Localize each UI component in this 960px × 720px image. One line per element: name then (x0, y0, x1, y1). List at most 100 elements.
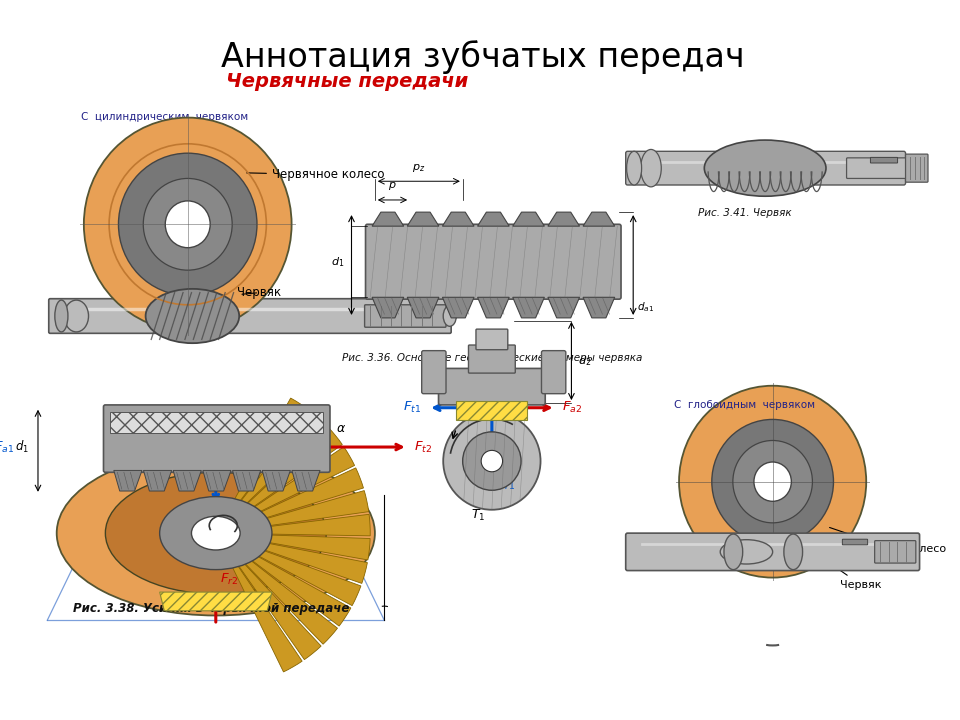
Polygon shape (407, 212, 439, 226)
Polygon shape (159, 592, 272, 611)
Polygon shape (372, 212, 404, 226)
Text: $F_{r2}$: $F_{r2}$ (221, 572, 239, 588)
Polygon shape (548, 212, 580, 226)
FancyBboxPatch shape (626, 151, 905, 185)
Text: С  цилиндрическим  червяком: С цилиндрическим червяком (81, 112, 248, 122)
Wedge shape (216, 533, 350, 626)
Text: Рис. 3.38. Усилия в червячной передаче: Рис. 3.38. Усилия в червячной передаче (73, 603, 349, 616)
Polygon shape (583, 297, 614, 318)
Ellipse shape (784, 534, 803, 570)
Text: $d_1$: $d_1$ (330, 255, 344, 269)
Wedge shape (216, 490, 369, 533)
Wedge shape (216, 447, 354, 533)
Text: $F_{a2}$: $F_{a2}$ (562, 400, 583, 415)
Ellipse shape (191, 516, 240, 550)
FancyBboxPatch shape (49, 299, 451, 333)
FancyBboxPatch shape (875, 541, 916, 563)
FancyBboxPatch shape (476, 329, 508, 350)
Wedge shape (216, 428, 343, 533)
Text: $p$: $p$ (388, 181, 396, 192)
Polygon shape (477, 212, 509, 226)
FancyBboxPatch shape (439, 369, 545, 405)
FancyBboxPatch shape (842, 539, 868, 545)
Text: $F_{t1}$: $F_{t1}$ (403, 400, 421, 415)
Polygon shape (513, 212, 544, 226)
Polygon shape (372, 297, 404, 318)
Ellipse shape (64, 300, 88, 332)
Wedge shape (216, 533, 368, 583)
FancyBboxPatch shape (456, 401, 527, 420)
Ellipse shape (627, 151, 641, 185)
FancyBboxPatch shape (905, 154, 928, 182)
Ellipse shape (55, 300, 68, 332)
Text: $F_{a1}$: $F_{a1}$ (0, 439, 14, 454)
Ellipse shape (146, 289, 239, 343)
Ellipse shape (143, 179, 232, 270)
Text: $F_{t2}$: $F_{t2}$ (414, 439, 432, 454)
Wedge shape (216, 533, 361, 606)
Ellipse shape (463, 432, 521, 490)
Ellipse shape (118, 153, 257, 295)
FancyBboxPatch shape (365, 305, 446, 328)
Ellipse shape (754, 462, 791, 501)
Ellipse shape (720, 540, 773, 564)
Text: Червячные передачи: Червячные передачи (226, 71, 468, 91)
Polygon shape (203, 470, 231, 491)
Wedge shape (216, 411, 326, 533)
Polygon shape (477, 297, 509, 318)
Polygon shape (583, 212, 614, 226)
FancyBboxPatch shape (110, 413, 324, 433)
FancyBboxPatch shape (541, 351, 565, 394)
Polygon shape (443, 212, 474, 226)
Text: $F_{r1}$: $F_{r1}$ (221, 503, 239, 518)
FancyBboxPatch shape (626, 533, 920, 570)
Text: Червяк: Червяк (829, 563, 881, 590)
Wedge shape (216, 533, 321, 660)
Text: Аннотация зубчатых передач: Аннотация зубчатых передач (221, 40, 744, 73)
Polygon shape (407, 297, 439, 318)
Ellipse shape (444, 306, 456, 326)
Polygon shape (262, 470, 290, 491)
Text: $T_1$: $T_1$ (470, 508, 485, 523)
Polygon shape (173, 470, 202, 491)
Text: Червяк: Червяк (237, 286, 281, 299)
Text: Червячное колесо: Червячное колесо (247, 168, 384, 181)
Text: $p_z$: $p_z$ (412, 162, 425, 174)
Wedge shape (216, 533, 302, 672)
Ellipse shape (84, 117, 292, 331)
Wedge shape (216, 398, 309, 533)
Ellipse shape (444, 413, 540, 510)
Polygon shape (292, 470, 320, 491)
Text: $d_2$: $d_2$ (578, 354, 591, 368)
Text: $d_{a1}$: $d_{a1}$ (636, 300, 654, 313)
Polygon shape (114, 470, 142, 491)
Polygon shape (548, 297, 580, 318)
Ellipse shape (159, 497, 272, 570)
Ellipse shape (165, 201, 210, 248)
Ellipse shape (640, 150, 661, 187)
Ellipse shape (705, 140, 826, 197)
Wedge shape (216, 533, 338, 644)
Ellipse shape (711, 420, 833, 544)
FancyBboxPatch shape (104, 405, 330, 472)
Polygon shape (143, 470, 172, 491)
FancyBboxPatch shape (366, 225, 621, 300)
Text: Рис. 3.41. Червяк: Рис. 3.41. Червяк (698, 208, 791, 218)
Text: $F_{r2}$: $F_{r2}$ (496, 347, 515, 362)
Ellipse shape (57, 451, 375, 616)
Text: $d_1$: $d_1$ (14, 439, 29, 455)
Text: $F_{r1}$: $F_{r1}$ (496, 477, 515, 492)
Polygon shape (443, 297, 474, 318)
FancyBboxPatch shape (847, 158, 924, 179)
Wedge shape (216, 533, 371, 560)
FancyBboxPatch shape (468, 345, 516, 373)
Ellipse shape (106, 472, 326, 594)
Ellipse shape (481, 451, 503, 472)
Ellipse shape (679, 386, 866, 577)
Ellipse shape (724, 534, 743, 570)
Polygon shape (232, 470, 261, 491)
Text: $\alpha$: $\alpha$ (336, 422, 346, 435)
Wedge shape (216, 468, 364, 533)
Wedge shape (216, 514, 371, 536)
Text: Червячное колесо: Червячное колесо (829, 528, 947, 554)
